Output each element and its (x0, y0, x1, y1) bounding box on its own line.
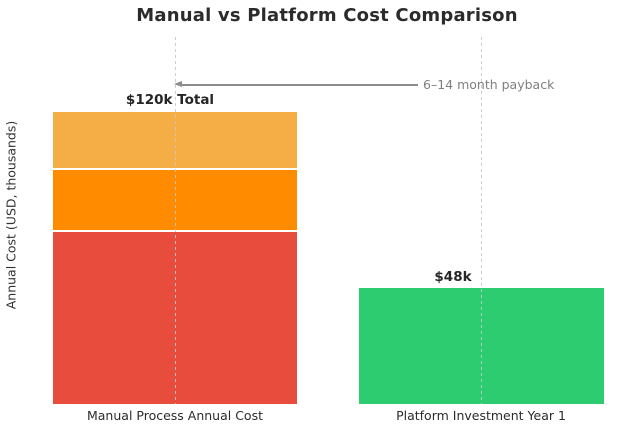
y-axis-label: Annual Cost (USD, thousands) (3, 120, 19, 310)
chart-title: Manual vs Platform Cost Comparison (136, 5, 518, 26)
platform-value-label: $48k (434, 269, 472, 285)
gridline-manual (175, 37, 176, 404)
x-tick-label-platform: Platform Investment Year 1 (396, 408, 566, 423)
x-tick-label-manual: Manual Process Annual Cost (86, 408, 264, 423)
payback-arrow-icon (174, 81, 182, 87)
payback-annotation: 6–14 month payback (423, 77, 555, 92)
gridline-platform (481, 37, 482, 404)
manual-total-label: $120k Total (125, 92, 215, 108)
payback-arrow-line (181, 84, 418, 86)
